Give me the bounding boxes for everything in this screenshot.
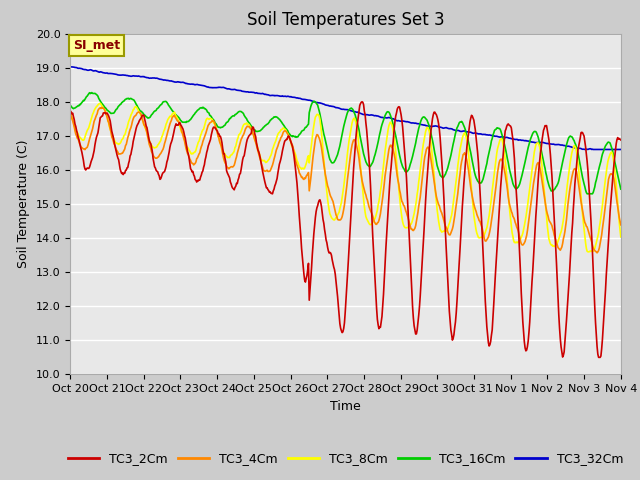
TC3_16Cm	[88, 90, 95, 96]
Y-axis label: Soil Temperature (C): Soil Temperature (C)	[17, 140, 30, 268]
TC3_2Cm	[189, 168, 196, 174]
TC3_16Cm	[190, 112, 198, 118]
TC3_2Cm	[133, 123, 141, 129]
TC3_2Cm	[595, 355, 602, 360]
TC3_4Cm	[617, 222, 625, 228]
TC3_16Cm	[617, 186, 625, 192]
TC3_4Cm	[98, 105, 106, 110]
TC3_2Cm	[67, 108, 74, 114]
TC3_8Cm	[134, 107, 141, 112]
TC3_4Cm	[219, 151, 227, 157]
TC3_16Cm	[219, 124, 227, 130]
TC3_8Cm	[429, 163, 437, 168]
TC3_8Cm	[77, 135, 84, 141]
TC3_4Cm	[77, 142, 84, 148]
TC3_8Cm	[219, 147, 227, 153]
Line: TC3_4Cm: TC3_4Cm	[70, 108, 621, 253]
TC3_2Cm	[218, 140, 226, 146]
Legend: TC3_2Cm, TC3_4Cm, TC3_8Cm, TC3_16Cm, TC3_32Cm: TC3_2Cm, TC3_4Cm, TC3_8Cm, TC3_16Cm, TC3…	[63, 447, 628, 470]
TC3_4Cm	[413, 214, 421, 219]
Line: TC3_32Cm: TC3_32Cm	[70, 67, 621, 149]
TC3_32Cm	[218, 84, 226, 90]
TC3_32Cm	[133, 73, 141, 79]
TC3_2Cm	[358, 99, 366, 105]
TC3_4Cm	[593, 250, 601, 256]
TC3_32Cm	[429, 124, 436, 130]
TC3_32Cm	[67, 64, 74, 70]
Text: SI_met: SI_met	[73, 39, 120, 52]
TC3_2Cm	[429, 112, 437, 118]
TC3_16Cm	[134, 104, 141, 110]
X-axis label: Time: Time	[330, 400, 361, 413]
TC3_8Cm	[585, 249, 593, 255]
TC3_32Cm	[77, 65, 84, 71]
Line: TC3_2Cm: TC3_2Cm	[70, 102, 621, 358]
TC3_16Cm	[583, 191, 591, 197]
TC3_16Cm	[413, 132, 421, 138]
TC3_2Cm	[77, 144, 84, 149]
TC3_2Cm	[413, 327, 421, 333]
TC3_16Cm	[429, 141, 437, 147]
TC3_8Cm	[413, 191, 421, 197]
TC3_4Cm	[134, 109, 141, 115]
Title: Soil Temperatures Set 3: Soil Temperatures Set 3	[247, 11, 444, 29]
TC3_8Cm	[190, 150, 198, 156]
TC3_32Cm	[189, 82, 196, 87]
TC3_8Cm	[67, 110, 74, 116]
TC3_2Cm	[617, 137, 625, 143]
TC3_16Cm	[67, 103, 74, 108]
TC3_4Cm	[190, 162, 198, 168]
TC3_32Cm	[413, 120, 420, 126]
TC3_4Cm	[429, 172, 437, 178]
TC3_8Cm	[97, 100, 104, 106]
TC3_32Cm	[617, 146, 625, 152]
TC3_32Cm	[582, 146, 589, 152]
TC3_4Cm	[67, 110, 74, 116]
TC3_16Cm	[77, 102, 84, 108]
Line: TC3_8Cm: TC3_8Cm	[70, 103, 621, 252]
TC3_8Cm	[617, 234, 625, 240]
Line: TC3_16Cm: TC3_16Cm	[70, 93, 621, 194]
